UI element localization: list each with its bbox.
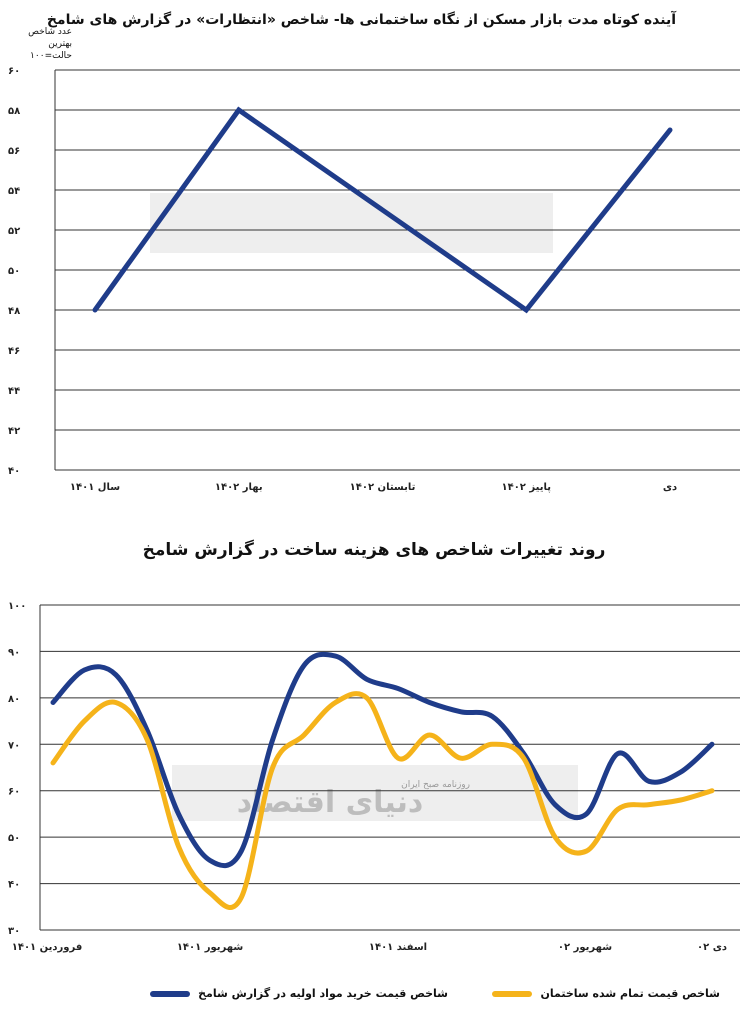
chart2-y-tick-label: ۴۰: [8, 880, 20, 891]
watermark-logo: دنیای اقتصاد: [237, 785, 424, 820]
chart1-y-tick-label: ۴۶: [8, 346, 20, 357]
chart2-x-tick-label: دی ۰۲: [697, 942, 727, 953]
chart1-y-tick-label: ۴۴: [8, 386, 20, 397]
chart2-title: روند تغییرات شاخص های هزینه ساخت در گزار…: [142, 540, 606, 560]
chart1-y-axis-label: عدد شاخص بهترین حالت=۱۰۰: [6, 26, 72, 62]
chart1-y-tick-label: ۴۲: [8, 426, 20, 437]
chart1-y-tick-label: ۵۲: [8, 226, 20, 237]
chart2-y-tick-label: ۵۰: [8, 833, 20, 844]
chart2-x-tick-label: شهریور ۰۲: [558, 942, 612, 953]
chart1-y-tick-label: ۴۰: [8, 466, 20, 477]
chart1-y-axis-label-line1: عدد شاخص: [28, 27, 72, 37]
chart1-y-tick-label: ۶۰: [8, 66, 20, 77]
legend-swatch-building-cost: [492, 990, 533, 997]
chart1-x-tick-label: بهار ۱۴۰۲: [215, 482, 263, 493]
chart2-x-tick-label: اسفند ۱۴۰۱: [369, 942, 427, 953]
chart2-watermark-band: [172, 765, 578, 821]
legend-label-building-cost: شاخص قیمت تمام شده ساختمان: [540, 987, 720, 1000]
legend-label-materials: شاخص قیمت خرید مواد اولیه در گزارش شامخ: [198, 987, 448, 1000]
chart1-y-tick-label: ۵۰: [8, 266, 20, 277]
chart2-y-tick-label: ۹۰: [8, 647, 20, 658]
chart2-y-tick-label: ۸۰: [8, 694, 20, 705]
legend-item-building-cost: شاخص قیمت تمام شده ساختمان: [492, 987, 720, 1000]
chart1-y-tick-label: ۵۸: [8, 106, 20, 117]
chart2-x-tick-label: فروردین ۱۴۰۱: [12, 942, 83, 953]
chart1-y-tick-label: ۴۸: [8, 306, 20, 317]
chart1-x-tick-label: دی: [663, 482, 677, 493]
chart1-x-tick-label: پاییز ۱۴۰۲: [502, 482, 552, 493]
chart1-y-tick-label: ۵۴: [8, 186, 20, 197]
chart1-x-tick-label: تابستان ۱۴۰۲: [350, 482, 416, 493]
chart1-y-tick-label: ۵۶: [8, 146, 20, 157]
chart1-title: آینده کوتاه مدت بازار مسکن از نگاه ساختم…: [46, 12, 676, 28]
chart2-y-tick-label: ۱۰۰: [8, 601, 26, 612]
chart2-y-tick-label: ۷۰: [8, 740, 20, 751]
chart2-series-building-cost-line: [50, 691, 715, 910]
chart1-plot: ۴۰ ۴۲ ۴۴ ۴۶ ۴۸ ۵۰ ۵۲ ۵۴ ۵۶ ۵۸ ۶۰ سال ۱۴۰۱ بهار ۱۴۰۲…: [8, 66, 740, 493]
chart2-x-tick-label: شهریور ۱۴۰۱: [177, 942, 244, 953]
watermark-subtitle: روزنامه صبح ایران: [401, 780, 470, 790]
legend-item-materials: شاخص قیمت خرید مواد اولیه در گزارش شامخ: [150, 987, 448, 1000]
chart2-y-tick-label: ۶۰: [8, 787, 20, 798]
chart1-y-axis-label-line2: بهترین حالت=۱۰۰: [30, 39, 72, 61]
chart1-x-tick-label: سال ۱۴۰۱: [70, 482, 120, 493]
chart1-watermark-band: [150, 193, 553, 253]
chart2-series-materials-line: [50, 651, 715, 869]
legend-swatch-materials: [150, 990, 191, 997]
chart2-y-tick-label: ۳۰: [8, 926, 20, 937]
